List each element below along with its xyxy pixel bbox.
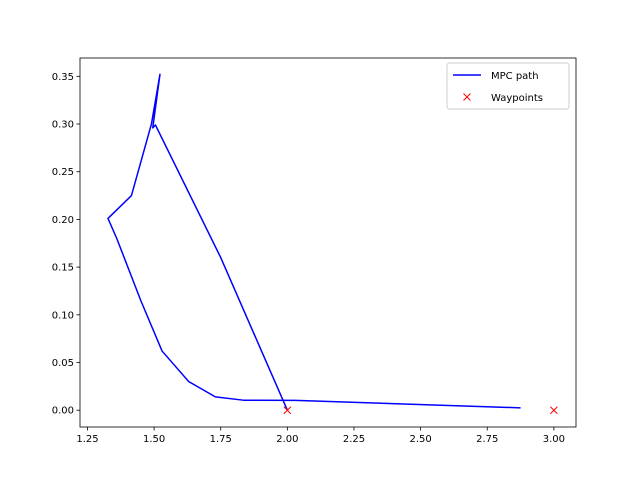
legend: MPC path Waypoints bbox=[446, 62, 570, 110]
y-tick-label: 0.20 bbox=[52, 215, 74, 226]
x-tick-label: 1.25 bbox=[76, 434, 98, 445]
y-tick-label: 0.30 bbox=[52, 120, 74, 131]
axes-frame bbox=[79, 57, 577, 428]
legend-marker-swatch bbox=[463, 93, 471, 101]
x-tick-label: 1.50 bbox=[143, 434, 165, 445]
legend-entry-label: Waypoints bbox=[491, 93, 543, 104]
waypoint-marker-stroke bbox=[283, 406, 292, 415]
series-line-mpc-path bbox=[107, 73, 521, 411]
y-axis: 0.00 0.05 0.10 0.15 0.20 0.25 0.30 0.35 bbox=[52, 72, 80, 417]
y-tick-label: 0.05 bbox=[52, 358, 74, 369]
y-tick-label: 0.15 bbox=[52, 263, 74, 274]
waypoint-marker bbox=[283, 406, 292, 415]
x-tick-label: 2.75 bbox=[476, 434, 498, 445]
plot-layer bbox=[107, 73, 558, 415]
y-tick-label: 0.10 bbox=[52, 310, 74, 321]
y-tick-label: 0.25 bbox=[52, 167, 74, 178]
y-tick-label: 0.00 bbox=[52, 406, 74, 417]
x-tick-label: 2.50 bbox=[409, 434, 431, 445]
y-tick-label: 0.35 bbox=[52, 72, 74, 83]
x-tick-label: 2.25 bbox=[343, 434, 365, 445]
x-axis: 1.25 1.50 1.75 2.00 2.25 2.50 2.75 3.00 bbox=[76, 427, 565, 445]
x-tick-label: 2.00 bbox=[276, 434, 298, 445]
x-tick-label: 3.00 bbox=[543, 434, 565, 445]
waypoint-marker bbox=[550, 406, 558, 415]
legend-entry-label: MPC path bbox=[491, 71, 539, 82]
waypoint-marker-stroke bbox=[550, 406, 558, 415]
x-tick-label: 1.75 bbox=[210, 434, 232, 445]
